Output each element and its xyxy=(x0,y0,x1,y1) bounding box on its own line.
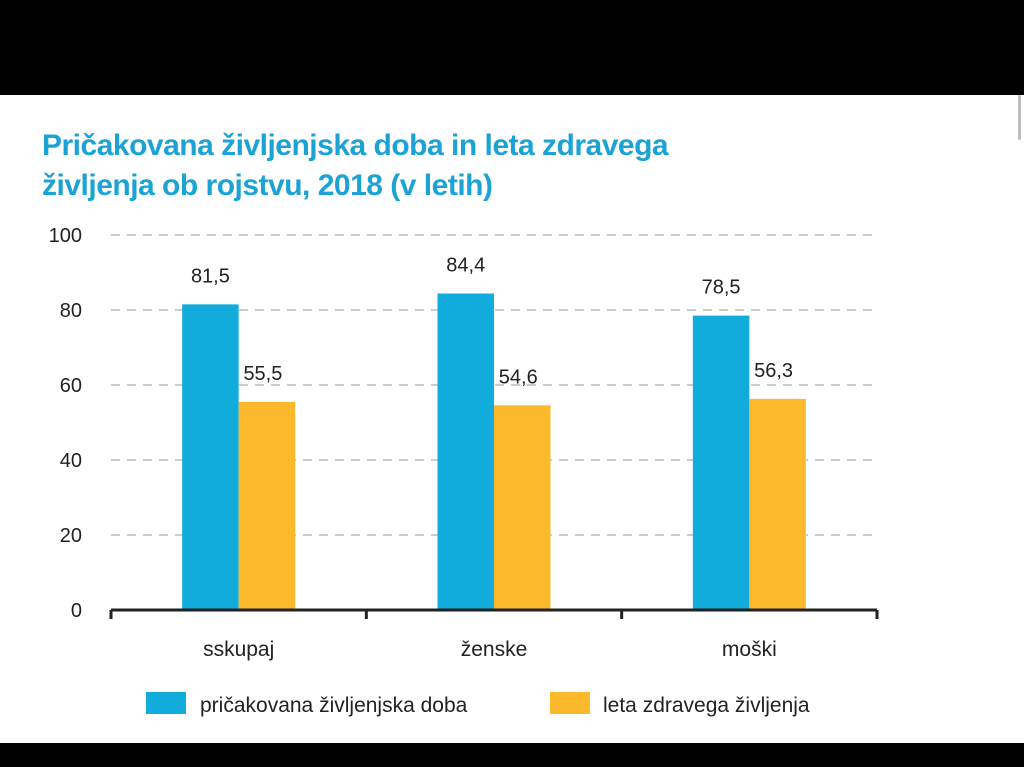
y-tick-label: 100 xyxy=(49,225,82,247)
category-label: moški xyxy=(722,638,777,661)
y-tick-label: 20 xyxy=(60,525,82,547)
chart-title-line-2: življenja ob rojstvu, 2018 (v letih) xyxy=(42,169,493,202)
bar-life-expectancy xyxy=(437,293,494,610)
bar-healthy-years xyxy=(238,401,296,610)
bar-life-expectancy xyxy=(182,304,239,610)
data-label: 54,6 xyxy=(499,366,538,388)
y-tick-label: 0 xyxy=(71,600,82,622)
legend: pričakovana življenjska doba leta zdraveg… xyxy=(146,692,810,717)
category-label: sskupaj xyxy=(203,638,274,661)
legend-label: pričakovana življenjska doba xyxy=(200,694,468,717)
category-label: ženske xyxy=(461,638,528,661)
bars xyxy=(182,293,806,610)
y-tick-label: 40 xyxy=(60,450,82,472)
legend-swatch-life-expectancy xyxy=(146,692,186,714)
x-axis xyxy=(109,608,879,619)
legend-swatch-healthy-years xyxy=(550,692,590,714)
data-label: 56,3 xyxy=(754,360,793,382)
y-tick-label: 80 xyxy=(60,300,82,322)
data-label: 84,4 xyxy=(446,255,485,277)
category-labels: sskupaj ženske moški xyxy=(203,638,777,661)
y-tick-label: 60 xyxy=(60,375,82,397)
chart-title-line-1: Pričakovana življenjska doba in leta zdr… xyxy=(42,129,669,162)
data-label: 81,5 xyxy=(191,265,230,287)
bar-healthy-years xyxy=(494,405,551,610)
data-label: 55,5 xyxy=(243,363,282,385)
legend-label: leta zdravega življenja xyxy=(603,694,810,717)
scrollbar[interactable] xyxy=(1018,95,1021,140)
data-label: 78,5 xyxy=(702,277,741,299)
data-labels: 81,5 55,5 84,4 54,6 78,5 56,3 xyxy=(191,255,793,389)
bar-healthy-years xyxy=(749,398,806,610)
chart-title: Pričakovana življenjska doba in leta zdr… xyxy=(42,126,942,206)
bar-life-expectancy xyxy=(692,315,750,610)
y-axis-tick-labels: 0 20 40 60 80 100 xyxy=(49,225,82,622)
